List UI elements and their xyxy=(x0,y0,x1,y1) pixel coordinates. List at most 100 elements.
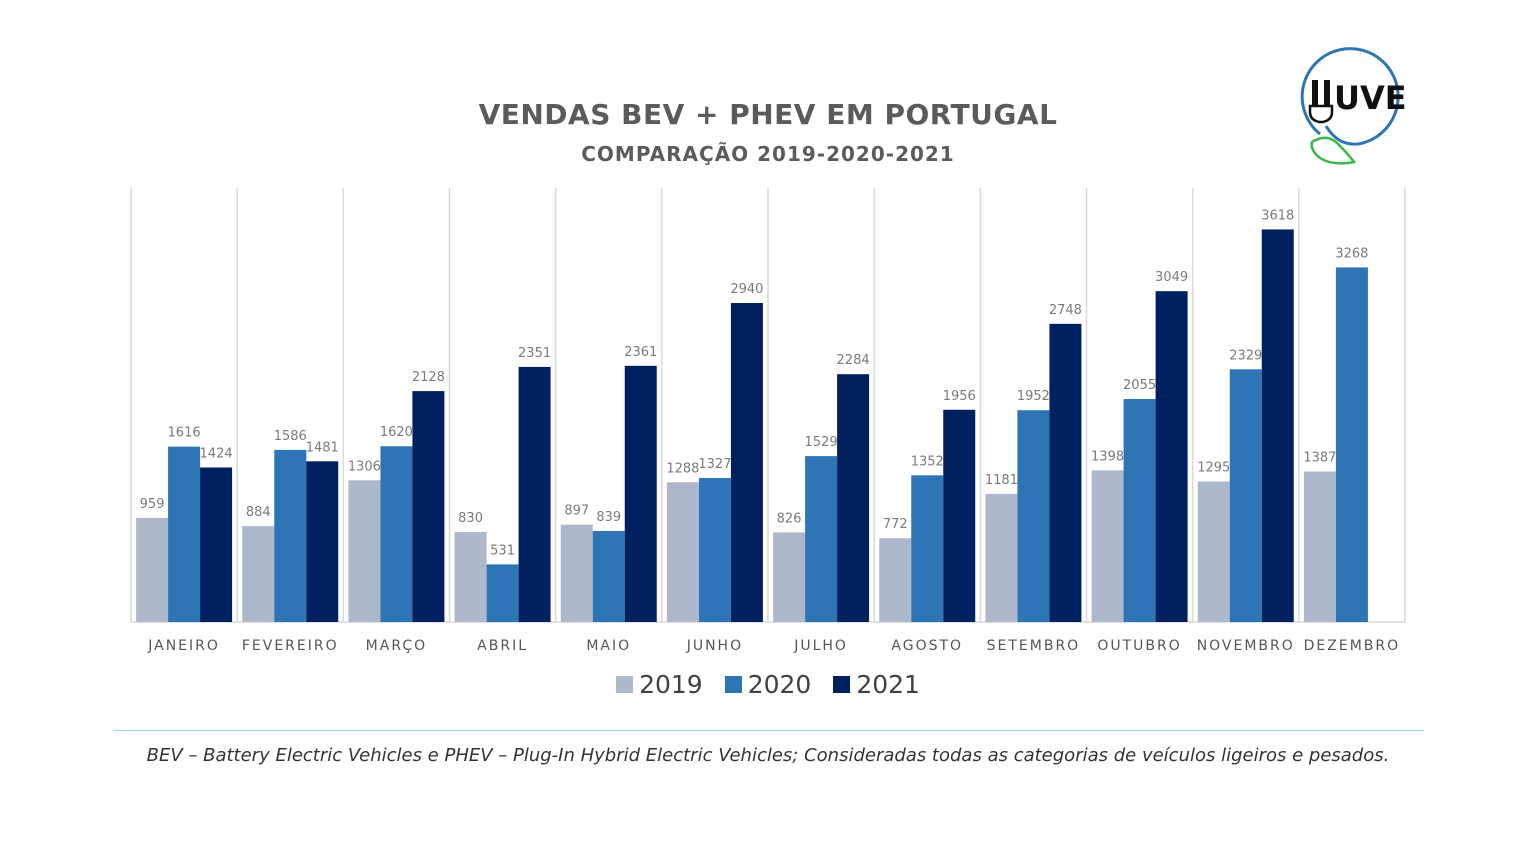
data-label: 2055 xyxy=(1123,378,1156,393)
bar-2021-fevereiro xyxy=(306,461,339,622)
data-label: 2361 xyxy=(624,345,657,360)
category-label: MAIO xyxy=(586,638,631,654)
data-label: 531 xyxy=(490,543,515,558)
bar-2019-outubro xyxy=(1091,470,1124,622)
data-label: 1620 xyxy=(380,425,413,440)
data-label: 1956 xyxy=(943,389,976,404)
bar-2021-agosto xyxy=(943,409,976,622)
category-label: JULHO xyxy=(793,638,848,654)
legend-label-2021: 2021 xyxy=(856,670,920,699)
bar-2020-abril xyxy=(486,564,519,622)
bar-2019-dezembro xyxy=(1303,471,1336,622)
data-label: 959 xyxy=(140,497,165,512)
bar-2021-março xyxy=(412,391,445,622)
chart-title: VENDAS BEV + PHEV EM PORTUGAL xyxy=(478,98,1058,131)
category-label: FEVEREIRO xyxy=(242,638,339,654)
data-label: 839 xyxy=(596,510,621,525)
data-label: 897 xyxy=(564,504,589,519)
data-label: 1327 xyxy=(698,457,731,472)
bar-2021-outubro xyxy=(1155,291,1188,622)
bar-2020-fevereiro xyxy=(274,449,307,622)
bar-2021-janeiro xyxy=(200,467,233,622)
bar-2020-julho xyxy=(805,456,838,622)
bar-2020-agosto xyxy=(911,475,944,622)
data-label: 1181 xyxy=(985,473,1018,488)
bar-2019-junho xyxy=(666,482,699,622)
data-label: 1424 xyxy=(200,446,233,461)
data-label: 2329 xyxy=(1229,348,1262,363)
data-label: 2748 xyxy=(1049,303,1082,318)
bar-2019-setembro xyxy=(985,493,1018,622)
bar-2020-dezembro xyxy=(1335,267,1368,622)
data-label: 3268 xyxy=(1335,246,1368,261)
data-label: 2284 xyxy=(837,353,870,368)
data-label: 1352 xyxy=(911,454,944,469)
category-label: NOVEMBRO xyxy=(1197,638,1295,654)
category-labels: JANEIRO FEVEREIRO MARÇO ABRIL MAIO JUNHO JULHO… xyxy=(147,638,1401,654)
footnote: BEV – Battery Electric Vehicles e PHEV –… xyxy=(146,745,1390,766)
bar-2020-maio xyxy=(592,530,625,622)
data-label: 2351 xyxy=(518,346,551,361)
data-label: 830 xyxy=(458,511,483,526)
data-label: 884 xyxy=(246,505,271,520)
data-label: 772 xyxy=(883,517,908,532)
bar-2019-janeiro xyxy=(136,517,169,622)
bar-2019-julho xyxy=(773,532,806,622)
bar-2020-setembro xyxy=(1017,410,1050,622)
category-label: JANEIRO xyxy=(147,638,220,654)
bar-2019-novembro xyxy=(1197,481,1230,622)
bar-2020-novembro xyxy=(1229,369,1262,622)
data-label: 826 xyxy=(777,511,802,526)
data-label: 1288 xyxy=(666,461,699,476)
data-label: 1295 xyxy=(1197,460,1230,475)
bar-2019-março xyxy=(348,480,381,622)
bar-2021-junho xyxy=(730,303,763,622)
category-label: OUTUBRO xyxy=(1097,638,1181,654)
bar-2020-junho xyxy=(698,478,731,622)
data-label: 2940 xyxy=(730,282,763,297)
divider xyxy=(114,730,1424,731)
category-label: SETEMBRO xyxy=(987,638,1081,654)
bar-2020-janeiro xyxy=(168,446,201,622)
data-label: 2128 xyxy=(412,370,445,385)
category-label: JUNHO xyxy=(686,638,743,654)
data-label: 3049 xyxy=(1155,270,1188,285)
bar-2019-maio xyxy=(560,524,593,622)
data-label: 1398 xyxy=(1091,449,1124,464)
bar-2021-setembro xyxy=(1049,323,1082,622)
legend-swatch-2019 xyxy=(616,676,634,693)
data-label: 1306 xyxy=(348,459,381,474)
category-label: DEZEMBRO xyxy=(1304,638,1401,654)
legend-swatch-2020 xyxy=(724,676,742,693)
uve-logo: UVE xyxy=(1298,46,1408,170)
data-label: 1529 xyxy=(805,435,838,450)
category-label: AGOSTO xyxy=(891,638,963,654)
data-label: 1586 xyxy=(274,429,307,444)
grid-lines xyxy=(130,188,1406,623)
bar-2020-março xyxy=(380,446,413,622)
legend: 2019 2020 2021 xyxy=(0,670,1536,699)
bars xyxy=(136,229,1368,622)
logo-text: UVE xyxy=(1334,79,1407,117)
chart-subtitle: COMPARAÇÃO 2019-2020-2021 xyxy=(581,142,955,166)
bar-2019-fevereiro xyxy=(242,526,275,622)
bar-2020-outubro xyxy=(1123,399,1156,622)
bar-2019-abril xyxy=(454,531,487,622)
legend-item-2021: 2021 xyxy=(833,670,920,699)
bar-2021-novembro xyxy=(1261,229,1294,622)
bar-2021-julho xyxy=(837,374,870,622)
bar-2021-maio xyxy=(624,365,657,622)
plug-leaf-logo-icon: UVE xyxy=(1300,47,1407,165)
data-label: 3618 xyxy=(1261,208,1294,223)
data-label: 1616 xyxy=(168,426,201,441)
legend-label-2019: 2019 xyxy=(639,670,703,699)
data-label: 1481 xyxy=(306,440,339,455)
bar-2019-agosto xyxy=(879,538,912,622)
bar-2021-abril xyxy=(518,366,551,622)
legend-swatch-2021 xyxy=(833,676,851,693)
legend-item-2019: 2019 xyxy=(616,670,703,699)
category-label: MARÇO xyxy=(366,638,427,654)
category-label: ABRIL xyxy=(477,638,528,654)
